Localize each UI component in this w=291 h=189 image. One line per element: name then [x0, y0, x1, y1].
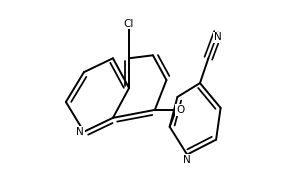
Text: N: N	[214, 33, 222, 43]
Text: Cl: Cl	[124, 19, 134, 29]
Text: O: O	[176, 105, 184, 115]
Text: N: N	[76, 127, 84, 137]
Text: N: N	[183, 155, 191, 165]
